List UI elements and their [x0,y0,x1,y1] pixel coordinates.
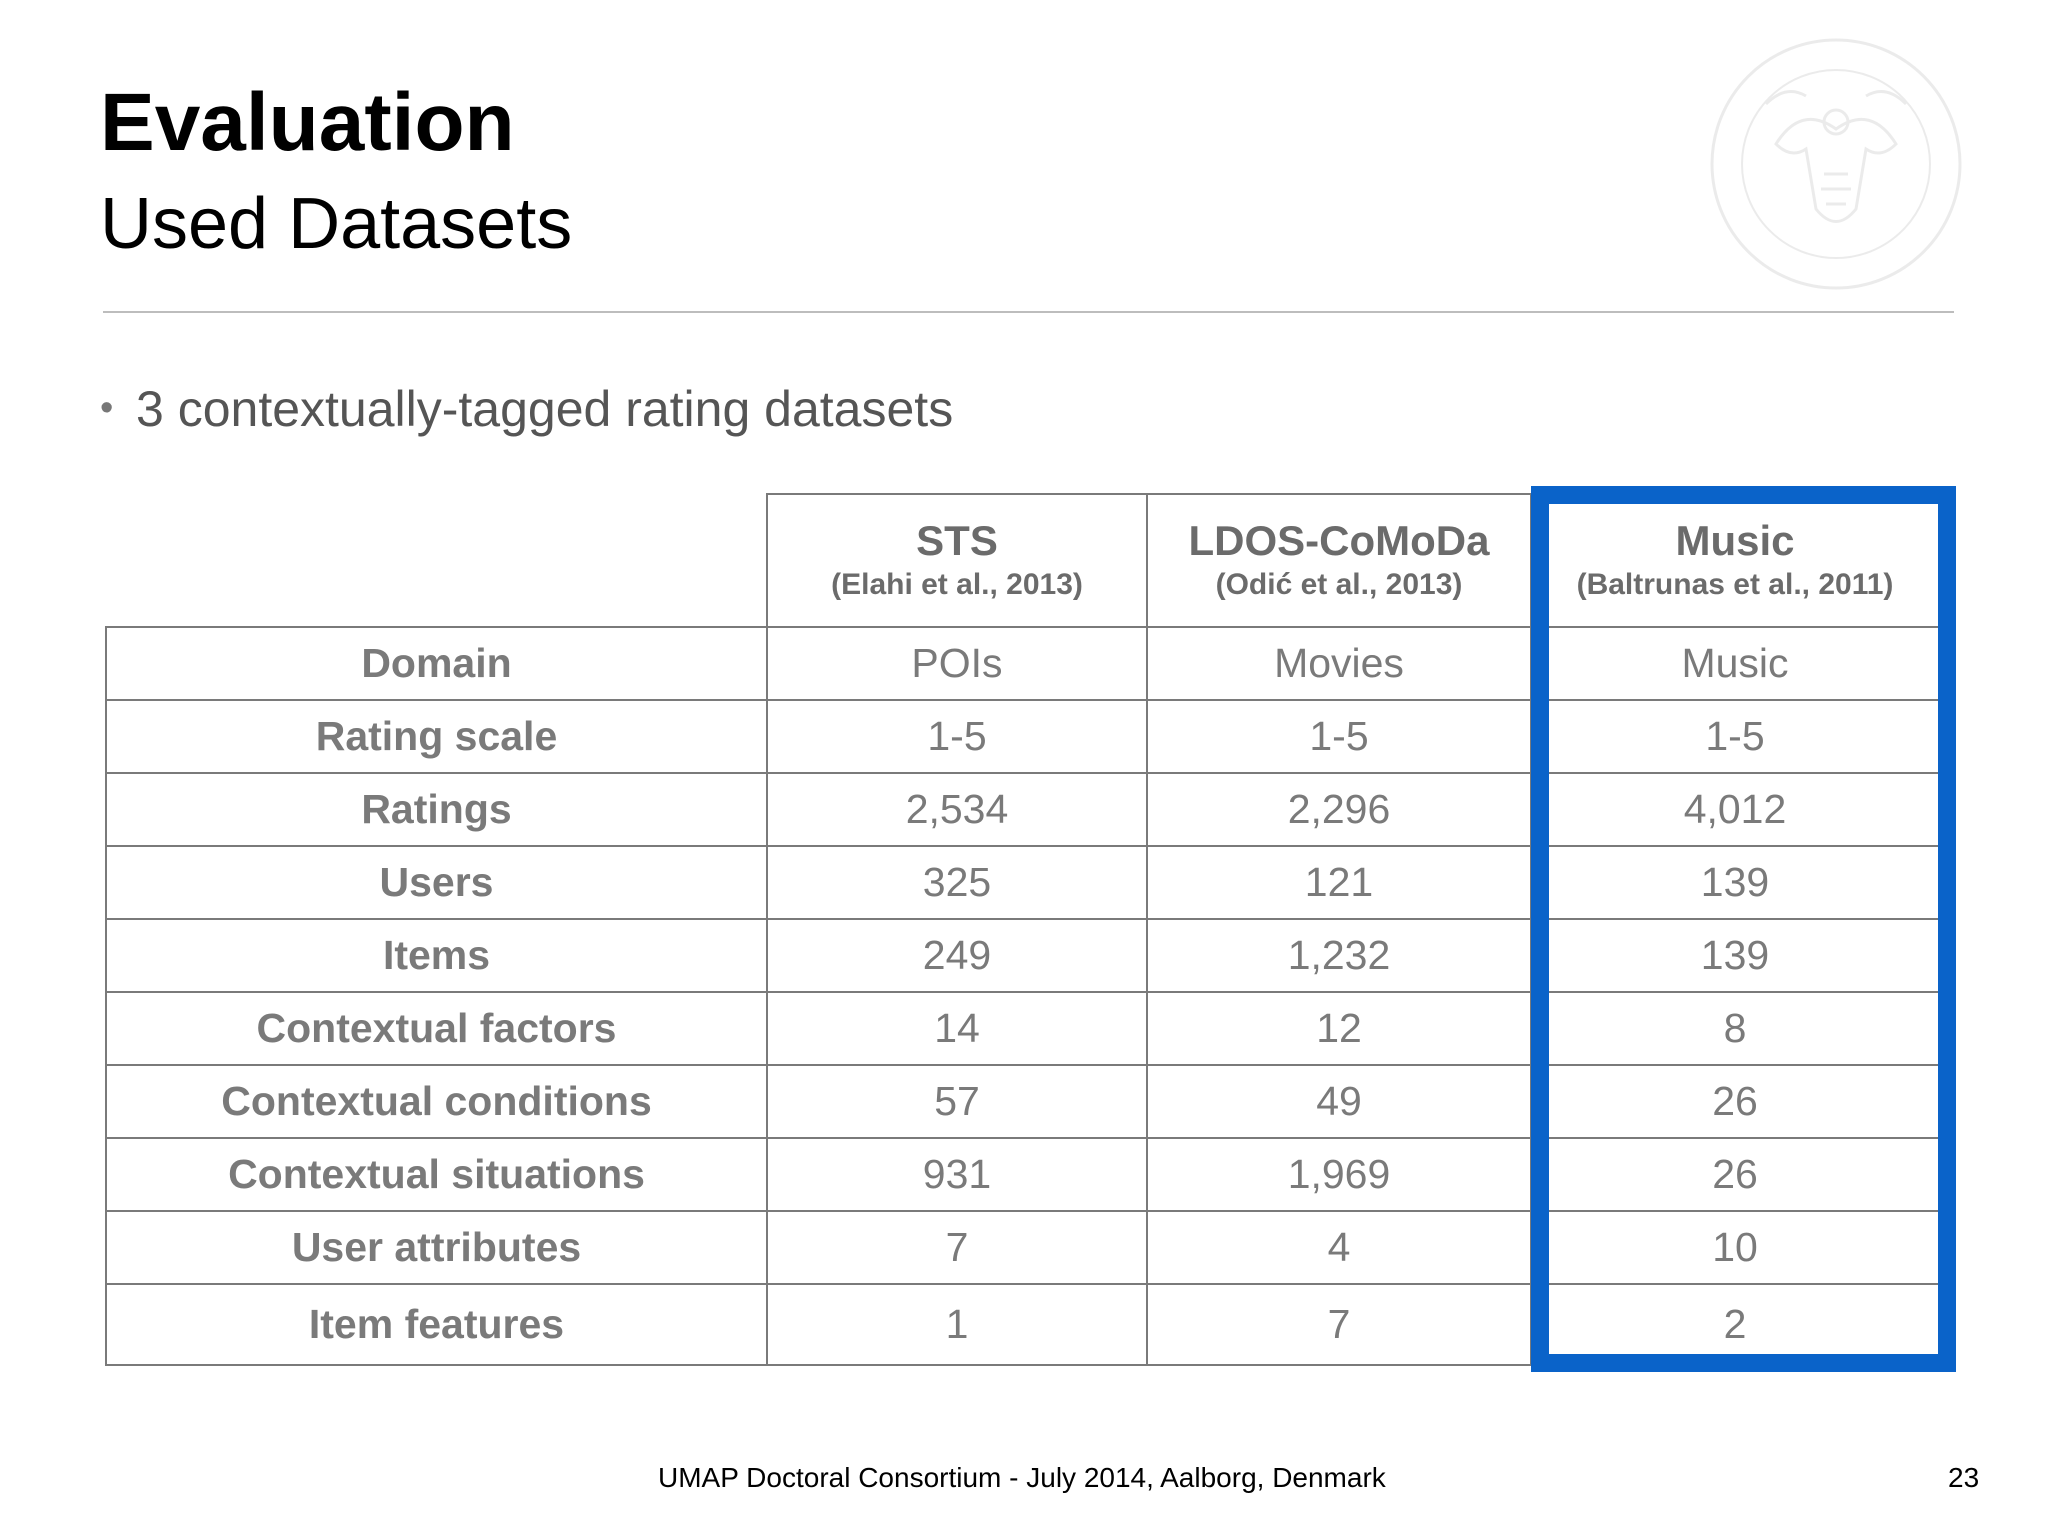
page-number: 23 [1948,1462,1980,1493]
table-cell: 14 [766,991,1148,1066]
table-row: Users 325 121 139 [105,845,1940,920]
dataset-name: LDOS-CoMoDa [1188,516,1490,564]
table-cell: 1 [766,1283,1148,1366]
row-label: Items [105,918,768,993]
datasets-table: STS (Elahi et al., 2013) LDOS-CoMoDa (Od… [105,493,1940,1366]
row-label: Ratings [105,772,768,847]
table-cell: Movies [1146,626,1532,701]
title-divider [103,311,1954,313]
table-cell: 139 [1530,845,1940,920]
table-cell: 12 [1146,991,1532,1066]
table-row: User attributes 7 4 10 [105,1210,1940,1285]
table-row: Contextual factors 14 12 8 [105,991,1940,1066]
row-label: Users [105,845,768,920]
table-cell: Music [1530,626,1940,701]
table-cell: 26 [1530,1137,1940,1212]
dataset-reference: (Odić et al., 2013) [1215,568,1463,602]
table-cell: 121 [1146,845,1532,920]
university-seal-icon [1710,38,1962,290]
table-cell: 931 [766,1137,1148,1212]
slide-title: Evaluation [100,77,515,168]
dataset-name: STS [916,516,998,564]
column-header-ldos-comoda: LDOS-CoMoDa (Odić et al., 2013) [1146,493,1532,628]
slide-subtitle: Used Datasets [100,184,573,264]
row-label: Contextual factors [105,991,768,1066]
table-cell: 7 [1146,1283,1532,1366]
slide-footer: UMAP Doctoral Consortium - July 2014, Aa… [658,1462,1386,1493]
table-row: Items 249 1,232 139 [105,918,1940,993]
table-row: Domain POIs Movies Music [105,626,1940,701]
table-cell: 249 [766,918,1148,993]
table-cell: 1,969 [1146,1137,1532,1212]
table-cell: 49 [1146,1064,1532,1139]
row-label: Item features [105,1283,768,1366]
table-cell: 1-5 [1146,699,1532,774]
table-row: Contextual conditions 57 49 26 [105,1064,1940,1139]
row-label: Contextual conditions [105,1064,768,1139]
table-cell: 7 [766,1210,1148,1285]
column-header-music: Music (Baltrunas et al., 2011) [1530,493,1940,628]
row-label: User attributes [105,1210,768,1285]
row-label: Domain [105,626,768,701]
table-cell: 325 [766,845,1148,920]
table-cell: 4,012 [1530,772,1940,847]
table-row: Item features 1 7 2 [105,1283,1940,1366]
table-cell: 26 [1530,1064,1940,1139]
table-cell: 1-5 [766,699,1148,774]
dataset-reference: (Elahi et al., 2013) [831,568,1083,602]
table-cell: 2,296 [1146,772,1532,847]
table-header-row: STS (Elahi et al., 2013) LDOS-CoMoDa (Od… [106,493,1940,628]
table-cell: 1,232 [1146,918,1532,993]
row-label: Rating scale [105,699,768,774]
column-header-sts: STS (Elahi et al., 2013) [766,493,1148,628]
table-cell: 2 [1530,1283,1940,1366]
table-row: Rating scale 1-5 1-5 1-5 [105,699,1940,774]
table-cell: 139 [1530,918,1940,993]
dataset-name: Music [1675,516,1795,564]
dataset-reference: (Baltrunas et al., 2011) [1576,568,1894,602]
table-cell: 4 [1146,1210,1532,1285]
table-corner-cell [106,494,768,628]
bullet-dot-icon: • [100,387,114,429]
row-label: Contextual situations [105,1137,768,1212]
table-cell: 57 [766,1064,1148,1139]
table-cell: 2,534 [766,772,1148,847]
table-row: Ratings 2,534 2,296 4,012 [105,772,1940,847]
table-cell: 10 [1530,1210,1940,1285]
bullet-item: • 3 contextually-tagged rating datasets [100,384,953,434]
table-row: Contextual situations 931 1,969 26 [105,1137,1940,1212]
table-cell: 8 [1530,991,1940,1066]
table-cell: 1-5 [1530,699,1940,774]
table-cell: POIs [766,626,1148,701]
bullet-text: 3 contextually-tagged rating datasets [136,381,954,437]
